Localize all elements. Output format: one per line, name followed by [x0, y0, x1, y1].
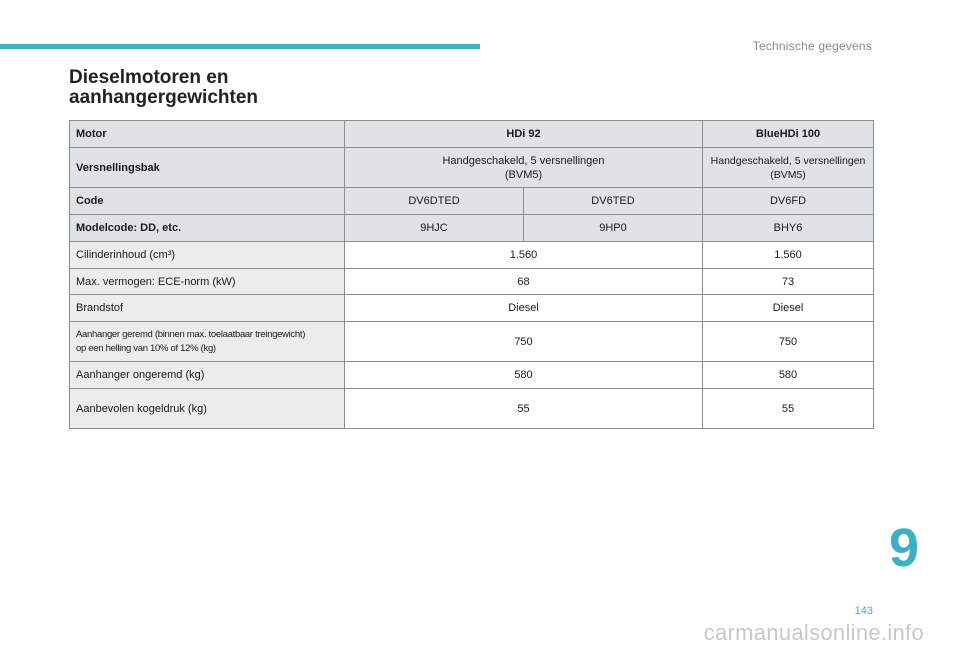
specs-table: Motor HDi 92 BlueHDi 100 Versnellingsbak…: [69, 120, 874, 429]
cell-value: 68: [344, 268, 703, 295]
cell-hdi-92: HDi 92: [344, 120, 703, 148]
watermark: carmanualsonline.info: [703, 620, 924, 645]
gearbox-line-2: (BVM5): [770, 168, 806, 181]
row-label: Aanhanger ongeremd (kg): [69, 361, 345, 389]
cell-code-3: DV6FD: [702, 187, 874, 215]
table-row-code: Code DV6DTED DV6TED DV6FD: [69, 187, 874, 215]
row-label: Cilinderinhoud (cm³): [69, 241, 345, 269]
row-label: Code: [69, 187, 345, 215]
cell-value: 580: [344, 361, 703, 389]
chapter-number: 9: [889, 518, 920, 578]
row-label: Versnellingsbak: [69, 147, 345, 188]
row-label-line-2: op een helling van 10% of 12% (kg): [76, 342, 216, 354]
table-row-motor: Motor HDi 92 BlueHDi 100: [69, 120, 874, 148]
cell-code-2: DV6TED: [523, 187, 703, 215]
cell-value: 750: [344, 321, 703, 362]
cell-value: 1.560: [344, 241, 703, 269]
cell-value: 1.560: [702, 241, 874, 269]
cell-modelcode-2: 9HP0: [523, 214, 703, 242]
row-label: Aanhanger geremd (binnen max. toelaatbaa…: [69, 321, 345, 362]
cell-gearbox-bluehdi: Handgeschakeld, 5 versnellingen (BVM5): [702, 147, 874, 188]
cell-modelcode-3: BHY6: [702, 214, 874, 242]
page-title: Dieselmotoren en aanhangergewichten: [69, 68, 258, 108]
page-title-line-2: aanhangergewichten: [69, 87, 258, 108]
cell-gearbox-hdi: Handgeschakeld, 5 versnellingen (BVM5): [344, 147, 703, 188]
row-label: Brandstof: [69, 294, 345, 322]
gearbox-line-2: (BVM5): [504, 168, 543, 181]
top-accent-bar: [0, 44, 480, 49]
cell-value: Diesel: [702, 294, 874, 322]
cell-value: 55: [344, 388, 703, 429]
cell-modelcode-1: 9HJC: [344, 214, 524, 242]
table-row-unbraked-trailer: Aanhanger ongeremd (kg) 580 580: [69, 361, 874, 389]
table-row-modelcode: Modelcode: DD, etc. 9HJC 9HP0 BHY6: [69, 214, 874, 242]
row-label-line-1: Aanhanger geremd (binnen max. toelaatbaa…: [76, 328, 306, 340]
cell-value: 73: [702, 268, 874, 295]
row-label: Motor: [69, 120, 345, 148]
table-row-nose-weight: Aanbevolen kogeldruk (kg) 55 55: [69, 388, 874, 429]
cell-value: 55: [702, 388, 874, 429]
table-row-cylinder: Cilinderinhoud (cm³) 1.560 1.560: [69, 241, 874, 269]
row-label: Max. vermogen: ECE-norm (kW): [69, 268, 345, 295]
table-row-braked-trailer: Aanhanger geremd (binnen max. toelaatbaa…: [69, 321, 874, 362]
table-row-power: Max. vermogen: ECE-norm (kW) 68 73: [69, 268, 874, 295]
row-label: Modelcode: DD, etc.: [69, 214, 345, 242]
gearbox-line-1: Handgeschakeld, 5 versnellingen: [442, 154, 605, 167]
cell-value: Diesel: [344, 294, 703, 322]
cell-code-1: DV6DTED: [344, 187, 524, 215]
row-label: Aanbevolen kogeldruk (kg): [69, 388, 345, 429]
table-row-gearbox: Versnellingsbak Handgeschakeld, 5 versne…: [69, 147, 874, 188]
cell-value: 580: [702, 361, 874, 389]
section-title: Technische gegevens: [752, 39, 872, 53]
gearbox-line-1: Handgeschakeld, 5 versnellingen: [710, 154, 866, 167]
page-title-line-1: Dieselmotoren en: [69, 67, 229, 88]
table-row-fuel: Brandstof Diesel Diesel: [69, 294, 874, 322]
cell-bluehdi-100: BlueHDi 100: [702, 120, 874, 148]
cell-value: 750: [702, 321, 874, 362]
page-number: 143: [854, 605, 873, 617]
